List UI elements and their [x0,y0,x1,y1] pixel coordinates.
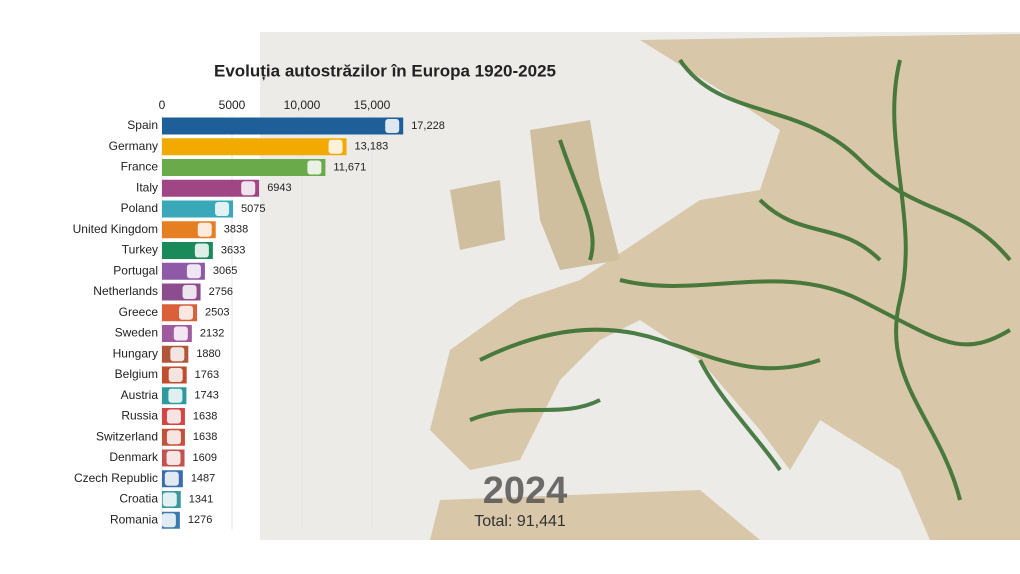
x-tick-label: 0 [159,98,166,112]
value-label: 17,228 [411,120,445,132]
map-land [430,34,1020,540]
value-label: 3633 [221,244,245,256]
flag [166,451,181,465]
y-tick-label: Turkey [122,243,158,257]
bar [162,159,326,176]
value-label: 1638 [193,410,217,422]
bar [162,138,347,156]
y-tick-label: Portugal [113,263,158,277]
value-label: 2503 [205,307,229,319]
value-label: 1609 [193,452,217,464]
value-label: 3065 [213,265,237,277]
value-label: 2132 [200,327,224,339]
flag [168,388,183,403]
flag [166,430,181,445]
value-label: 1880 [196,348,220,360]
flag [173,326,188,341]
map-britain [530,120,620,270]
map-background [260,32,1020,540]
flag [197,222,212,237]
value-label: 2756 [209,286,233,298]
x-tick-label: 5000 [219,98,246,112]
y-tick-label: Sweden [115,326,158,340]
value-label: 5075 [241,203,265,215]
flag [328,139,343,154]
value-label: 1276 [188,514,212,526]
value-label: 1743 [194,390,218,402]
y-tick-label: Croatia [119,492,158,506]
value-label: 1638 [193,431,217,443]
y-tick-label: Czech Republic [74,471,158,485]
y-tick-label: Hungary [113,346,158,360]
y-tick-label: Germany [109,139,158,153]
chart-title: Evoluția autostrăzilor în Europa 1920-20… [214,61,556,80]
map-ireland [450,180,505,250]
y-tick-label: Belgium [115,367,158,381]
y-tick-label: Greece [119,305,159,319]
flag [179,305,194,320]
y-tick-label: United Kingdom [73,222,158,236]
value-label: 3838 [224,224,248,236]
y-tick-label: Spain [127,118,158,132]
value-label: 1487 [191,473,215,485]
value-label: 1341 [189,493,213,505]
total-label: Total: 91,441 [474,513,566,530]
flag [161,513,176,528]
y-tick-label: Russia [121,409,158,423]
flag [215,202,230,216]
flag [162,492,177,507]
y-tick-label: Switzerland [96,429,158,443]
y-tick-label: Netherlands [93,284,158,298]
y-tick-label: Italy [136,180,158,194]
value-label: 13,183 [355,141,389,153]
value-label: 11,671 [333,161,366,173]
flag [168,368,183,382]
map-africa [430,490,760,540]
flag [385,119,400,133]
flag [166,409,181,424]
y-tick-label: Romania [110,512,158,526]
flag [186,264,201,279]
flag [241,181,256,196]
y-tick-label: Poland [121,201,158,215]
x-tick-label: 15,000 [354,98,391,112]
flag [194,243,209,258]
value-label: 6943 [267,182,291,194]
year-label: 2024 [483,470,568,512]
flag [164,471,179,486]
y-tick-label: Austria [121,388,159,402]
panel [0,32,258,540]
y-tick-label: Denmark [109,450,159,464]
bar [162,117,404,135]
flag [307,160,322,175]
flag [170,347,185,362]
y-tick-label: France [121,160,159,174]
flag [182,285,197,299]
value-label: 1763 [195,369,219,381]
x-tick-label: 10,000 [284,98,321,112]
bar [162,179,260,197]
